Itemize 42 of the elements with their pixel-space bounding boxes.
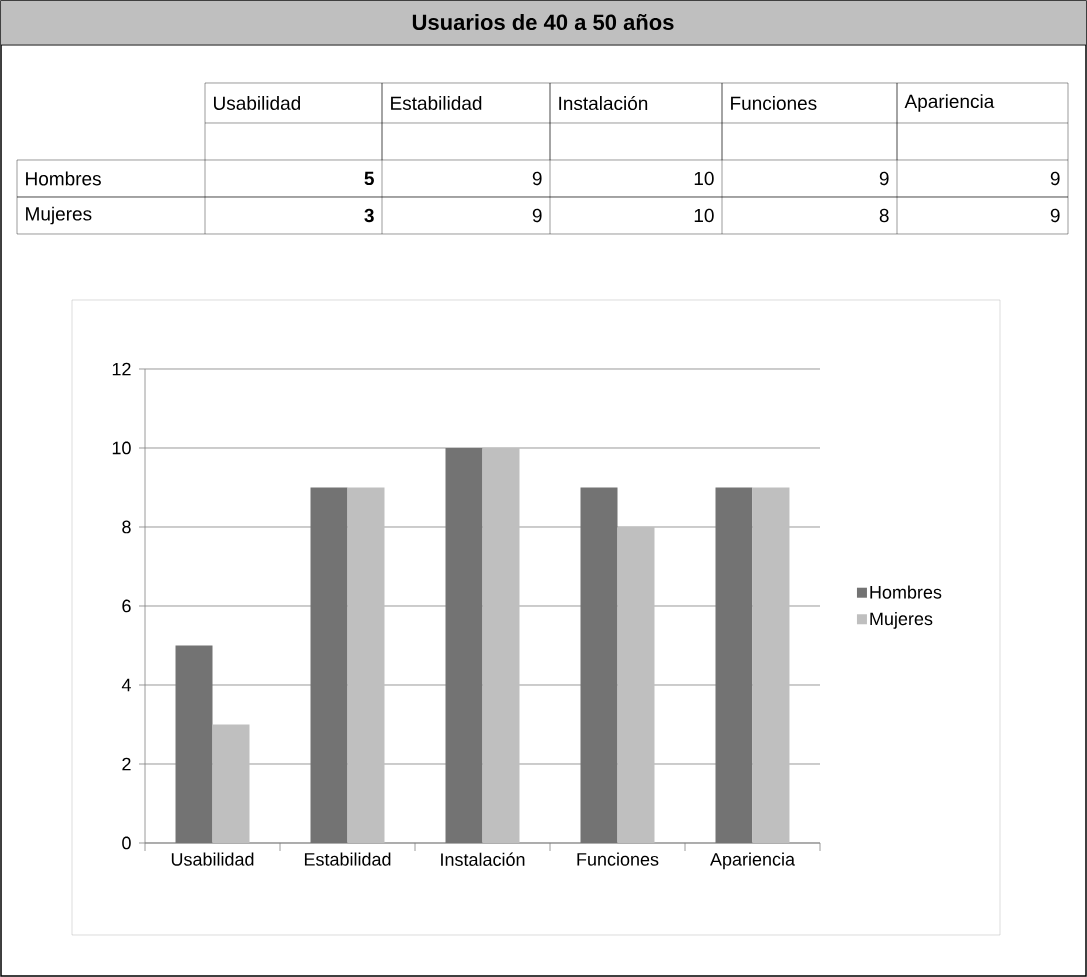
x-tick-label: Funciones [577,852,659,866]
category-label: Estabilidad [391,96,482,110]
y-tick-label: 8 [122,520,131,534]
text: 10 [694,171,714,186]
bar [617,526,655,843]
bar [212,724,250,843]
bar [752,487,790,843]
y-tick-label: 6 [122,599,131,613]
text: Usuarios de 40 a 50 años [412,13,674,31]
category-label: Instalación [559,95,648,111]
legend-label: Mujeres [870,611,933,629]
text: 8 [879,208,889,223]
y-tick-label: 4 [121,678,131,692]
y-tick-label: 10 [112,441,131,455]
category-label: Usabilidad [214,96,300,110]
x-tick-label: Estabilidad [304,852,391,866]
text: 10 [694,208,714,223]
text: 9 [879,171,889,186]
x-tick-label: Usabilidad [171,852,254,866]
category-label: Apariencia [904,94,995,112]
category-label: Funciones [731,96,817,110]
bar [580,487,618,843]
category-label: Hombres [26,171,101,186]
bar [347,487,385,843]
x-tick-label: Instalación [441,852,525,866]
text: 9 [532,171,542,186]
y-tick-label: 12 [112,362,131,376]
bar [445,447,483,843]
x-tick-label: Apariencia [710,852,796,870]
text: 9 [1050,208,1060,223]
bar [310,487,348,843]
y-tick-label: 0 [122,836,131,850]
text: 3 [364,208,374,223]
bar [175,645,213,843]
legend-label: Hombres [870,585,942,599]
text: 9 [1050,171,1060,186]
bar [715,487,753,843]
text: 9 [532,208,542,223]
text: 5 [364,171,374,186]
bar [482,447,520,843]
category-label: Mujeres [26,206,92,225]
y-tick-label: 2 [122,757,131,771]
